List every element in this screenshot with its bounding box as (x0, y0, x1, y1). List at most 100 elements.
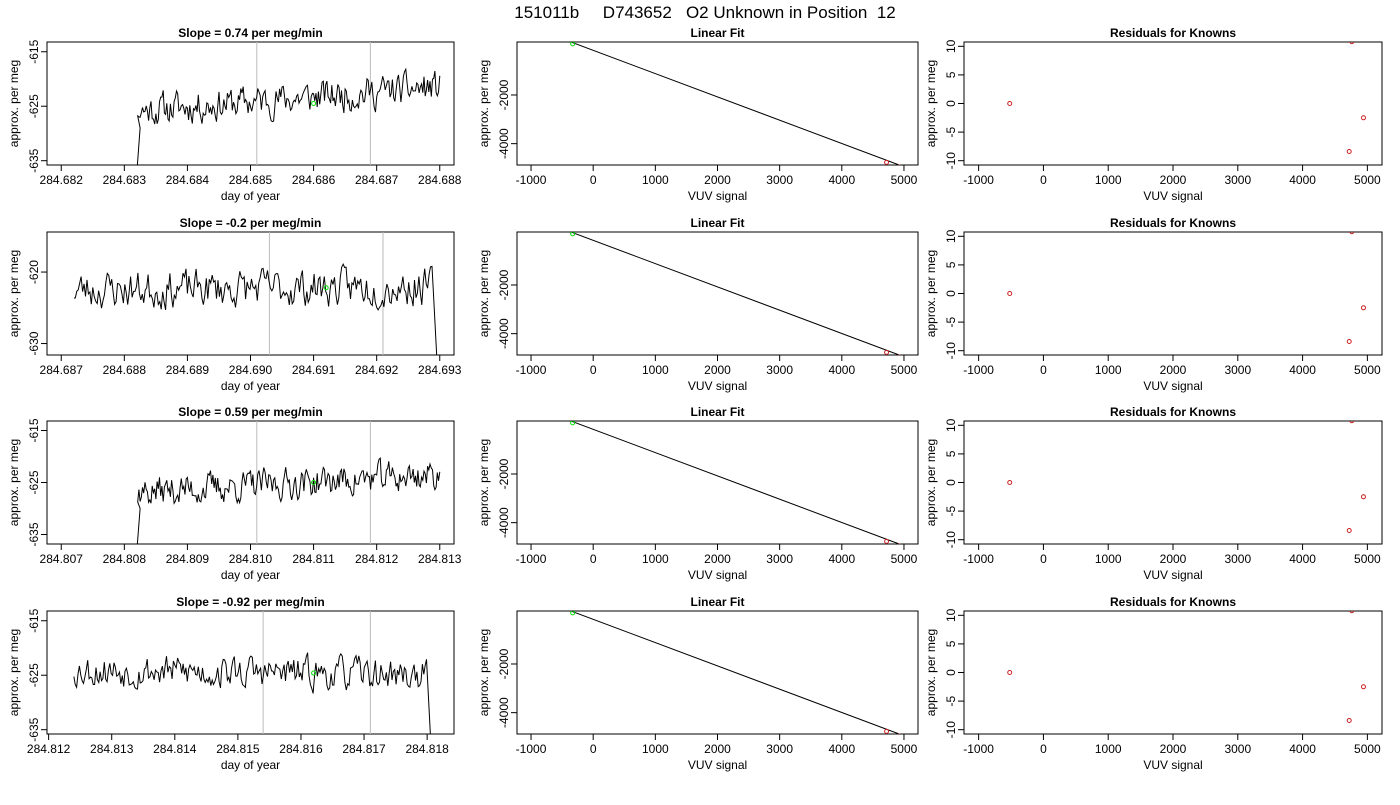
data-trace (73, 263, 438, 355)
x-tick-label: 284.813 (90, 742, 134, 756)
plot-area (569, 421, 901, 544)
unknown-point (311, 670, 317, 676)
y-tick-label: -615 (27, 418, 41, 442)
y-tick-label: 5 (944, 71, 958, 78)
x-tick-label: 0 (590, 363, 597, 377)
y-tick-label: -4000 (497, 128, 511, 159)
y-tick-label: -5 (944, 695, 958, 706)
y-tick-label: -630 (27, 331, 41, 355)
x-tick-label: 284.687 (355, 173, 399, 187)
unknown-point (570, 421, 576, 426)
plot-frame (46, 41, 455, 166)
y-tick-label: -4000 (497, 318, 511, 349)
panel-title: Linear Fit (690, 26, 744, 40)
x-tick-label: 0 (1040, 552, 1047, 566)
x-tick-label: 284.690 (229, 363, 273, 377)
x-tick-label: 284.807 (40, 552, 84, 566)
data-trace (136, 457, 441, 544)
x-tick-label: 284.686 (292, 173, 336, 187)
x-tick-label: 4000 (828, 173, 855, 187)
panel-title: Residuals for Knowns (1110, 26, 1236, 40)
x-tick-label: 3000 (766, 363, 793, 377)
x-tick-label: 284.688 (103, 363, 147, 377)
known-point (1346, 718, 1352, 724)
x-tick-label: 1000 (1095, 552, 1122, 566)
x-tick-label: 284.683 (103, 173, 147, 187)
x-tick-label: 3000 (1224, 173, 1251, 187)
x-tick-label: 5000 (891, 363, 918, 377)
known-point (559, 227, 563, 231)
x-tick-label: 3000 (766, 742, 793, 756)
x-tick-label: 0 (590, 552, 597, 566)
x-tick-label: 284.687 (40, 363, 84, 377)
x-tick-label: 284.682 (40, 173, 84, 187)
unknown-point (323, 285, 329, 291)
plot-area (569, 42, 901, 165)
plot-area (136, 421, 441, 544)
x-tick-label: 284.685 (229, 173, 273, 187)
known-point (1360, 684, 1366, 690)
x-tick-label: 1000 (1095, 173, 1122, 187)
plot-area (1007, 42, 1366, 155)
x-tick-label: 1000 (1095, 363, 1122, 377)
fit-line (569, 42, 901, 165)
x-axis-label: VUV signal (1143, 568, 1202, 582)
x-axis-label: VUV signal (688, 758, 747, 772)
panel-4-1: Slope = -0.92 per meg/min 284.812 284.813 2… (7, 595, 455, 772)
x-tick-label: -1000 (963, 552, 994, 566)
unknown-point (570, 42, 576, 47)
unknown-point (311, 480, 317, 485)
x-tick-label: 284.684 (166, 173, 210, 187)
plot-frame (963, 610, 1383, 735)
x-tick-label: 4000 (1289, 173, 1316, 187)
known-point (1007, 670, 1013, 675)
known-point (1349, 42, 1355, 45)
panel-3-1: Slope = 0.59 per meg/min 284.807 284.808 28… (7, 405, 462, 582)
x-tick-label: 1000 (642, 173, 669, 187)
y-axis-label: approx. per meg (477, 439, 491, 526)
x-axis-label: day of year (221, 189, 280, 203)
panel-1-2: Linear Fit -1000 0 1000 2000 3000 4000 5000 -400… (477, 26, 919, 203)
x-axis-label: VUV signal (1143, 189, 1202, 203)
y-axis-label: approx. per meg (7, 439, 21, 526)
x-tick-label: 284.812 (27, 742, 71, 756)
plot-frame (963, 231, 1383, 356)
plot-area (73, 232, 438, 355)
y-tick-label: 5 (944, 450, 958, 457)
known-point (897, 733, 901, 734)
known-point (1346, 339, 1352, 345)
x-tick-label: 284.817 (342, 742, 386, 756)
panel-3-3: Residuals for Knowns -1000 0 1000 2000 3000 40… (924, 405, 1383, 582)
figure-title: 151011b D743652 O2 Unknown in Position 1… (514, 3, 896, 22)
x-tick-label: 1000 (642, 363, 669, 377)
plot-frame (46, 420, 455, 545)
y-tick-label: 0 (944, 290, 958, 297)
known-point (1346, 149, 1352, 155)
plot-frame (516, 41, 919, 166)
y-tick-label: -615 (27, 39, 41, 63)
known-point (1007, 101, 1013, 106)
plot-frame (516, 610, 919, 735)
x-tick-label: 1000 (642, 552, 669, 566)
known-point (884, 538, 890, 544)
y-tick-label: -615 (27, 608, 41, 632)
x-tick-label: 4000 (1289, 363, 1316, 377)
x-tick-label: 2000 (704, 552, 731, 566)
panel-1-3: Residuals for Knowns -1000 0 1000 2000 3000 40… (924, 26, 1383, 203)
y-tick-label: -4000 (497, 507, 511, 538)
x-tick-label: 5000 (891, 742, 918, 756)
unknown-point (570, 232, 576, 237)
y-axis-label: approx. per meg (477, 250, 491, 337)
x-tick-label: 284.818 (405, 742, 449, 756)
x-tick-label: -1000 (516, 552, 547, 566)
plot-frame (963, 41, 1383, 166)
y-axis-label: approx. per meg (924, 439, 938, 526)
y-tick-label: 10 (944, 608, 958, 622)
panel-title: Linear Fit (690, 595, 744, 609)
y-tick-label: -2000 (497, 458, 511, 489)
y-axis-label: approx. per meg (477, 629, 491, 716)
y-tick-label: -635 (27, 148, 41, 172)
plot-area (1007, 611, 1366, 724)
